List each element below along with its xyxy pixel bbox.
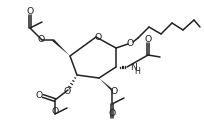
Polygon shape: [99, 78, 113, 91]
Text: O: O: [63, 88, 71, 97]
Text: O: O: [94, 33, 102, 41]
Text: O: O: [51, 106, 59, 115]
Polygon shape: [52, 39, 70, 56]
Text: O: O: [35, 92, 43, 100]
Text: O: O: [108, 109, 116, 119]
Text: O: O: [144, 35, 152, 44]
Text: O: O: [126, 39, 134, 47]
Text: H: H: [134, 67, 140, 76]
Text: O: O: [26, 7, 34, 15]
Text: O: O: [37, 35, 45, 44]
Text: O: O: [110, 88, 118, 97]
Text: N: N: [130, 63, 137, 72]
